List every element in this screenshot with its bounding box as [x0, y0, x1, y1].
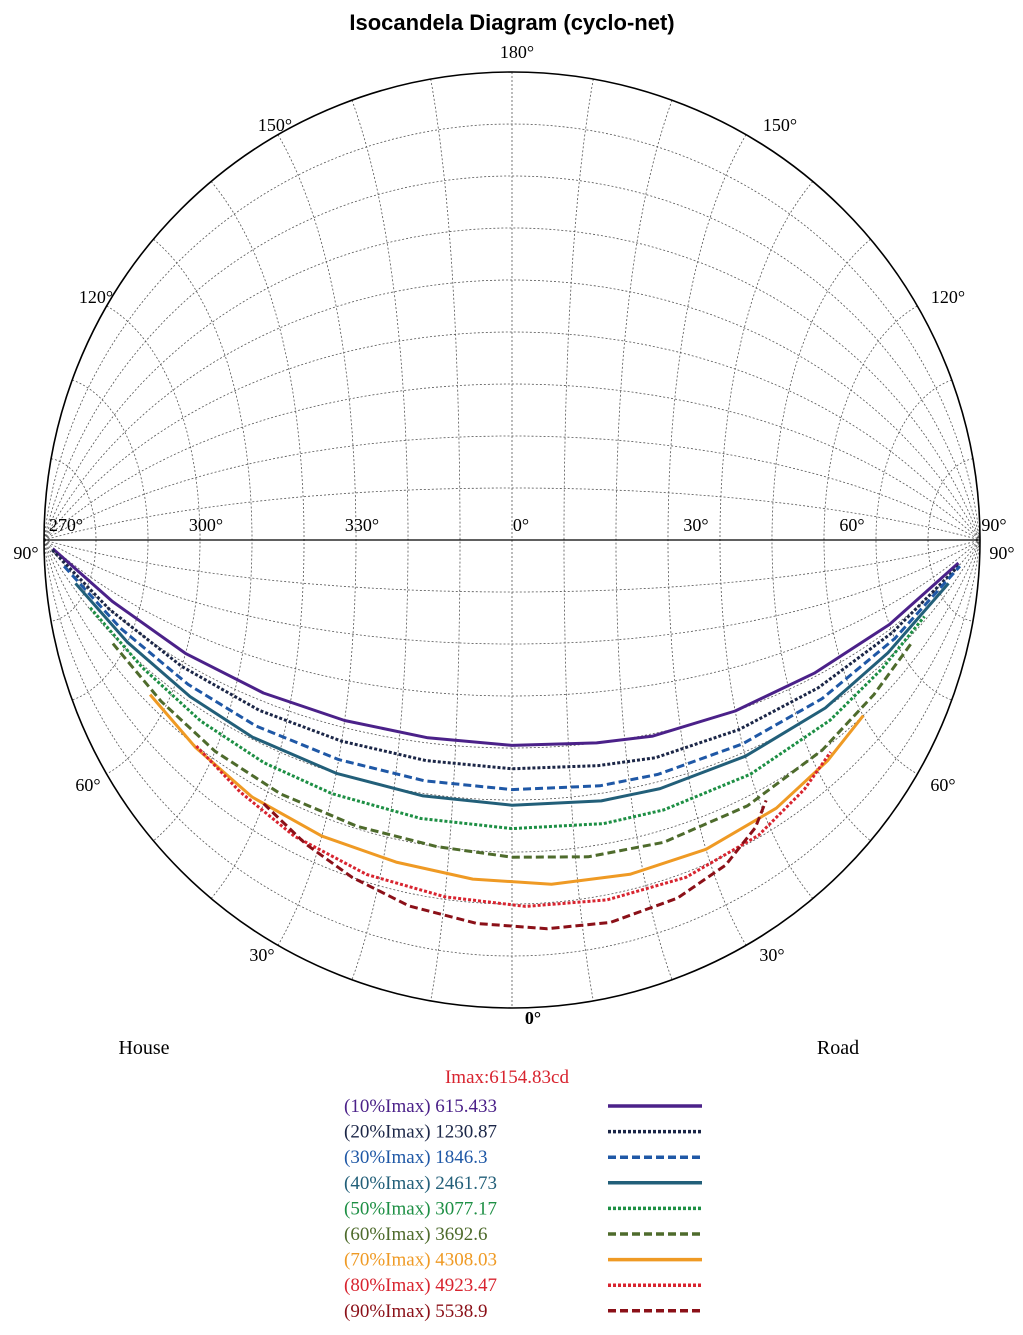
- side-label-right-90: 90°: [989, 543, 1014, 563]
- grid-meridian-line: [430, 79, 461, 1001]
- grid-meridian-line: [927, 458, 973, 622]
- isocandela-curve-80pct: [195, 744, 832, 908]
- bottom-angle-label: 0°: [525, 1008, 541, 1028]
- equator-label-60: 60°: [839, 515, 864, 535]
- side-label-left-90: 90°: [13, 543, 38, 563]
- legend-label: (10%Imax) 615.433: [344, 1096, 497, 1117]
- isocandela-curve-60pct: [111, 642, 913, 859]
- road-label: Road: [817, 1037, 859, 1059]
- isocandela-curve-90pct: [262, 799, 768, 931]
- equator-label-30: 30°: [683, 515, 708, 535]
- legend-label: (20%Imax) 1230.87: [344, 1122, 497, 1143]
- lower-angle-label-right-60: 60°: [930, 775, 955, 795]
- legend-label: (50%Imax) 3077.17: [344, 1198, 497, 1219]
- legend: (10%Imax) 615.433 (20%Imax) 1230.87 (30%Im…: [344, 1096, 702, 1322]
- upper-angle-label-right-120: 120°: [931, 287, 965, 307]
- grid-parallel-line: [43, 539, 981, 801]
- imax-label: Imax:6154.83cd: [445, 1067, 570, 1088]
- isocandela-curve-70pct: [148, 693, 865, 886]
- legend-label: (40%Imax) 2461.73: [344, 1173, 497, 1194]
- grid-parallel-line: [43, 123, 981, 541]
- lower-angle-label-left-30: 30°: [249, 945, 274, 965]
- isocandela-curve-30pct: [62, 565, 962, 792]
- equator-label-270: 270°: [49, 515, 83, 535]
- legend-label: (70%Imax) 4308.03: [344, 1250, 497, 1271]
- chart-title: Isocandela Diagram (cyclo-net): [349, 10, 674, 35]
- equator-label-330: 330°: [345, 515, 379, 535]
- upper-angle-label-right-150: 150°: [763, 115, 797, 135]
- grid-parallel-line: [43, 539, 981, 593]
- legend-label: (60%Imax) 3692.6: [344, 1224, 488, 1245]
- lower-angle-label-left-60: 60°: [75, 775, 100, 795]
- grid-parallel-line: [43, 487, 981, 541]
- grid-parallel-line: [43, 435, 981, 541]
- top-angle-label: 180°: [500, 42, 534, 62]
- grid-parallel-line: [43, 539, 981, 957]
- coordinate-grid: [43, 72, 981, 1008]
- isocandela-curve-20pct: [51, 548, 961, 771]
- isocandela-curve-40pct: [74, 582, 950, 807]
- isocandela-curves: [51, 547, 962, 931]
- grid-parallel-line: [43, 279, 981, 541]
- grid-parallel-line: [43, 227, 981, 541]
- equator-label-300: 300°: [189, 515, 223, 535]
- grid-parallel-line: [43, 539, 981, 905]
- isocandela-curve-50pct: [89, 606, 926, 831]
- equator-label-0: 0°: [513, 515, 529, 535]
- legend-label: (90%Imax) 5538.9: [344, 1301, 488, 1322]
- lower-angle-label-right-30: 30°: [759, 945, 784, 965]
- legend-label: (30%Imax) 1846.3: [344, 1147, 488, 1168]
- legend-label: (80%Imax) 4923.47: [344, 1275, 497, 1296]
- isocandela-curve-10pct: [51, 547, 960, 747]
- upper-angle-label-left-150: 150°: [258, 115, 292, 135]
- grid-parallel-line: [43, 175, 981, 541]
- grid-parallel-line: [43, 383, 981, 541]
- grid-parallel-line: [43, 539, 981, 645]
- upper-angle-label-left-120: 120°: [79, 287, 113, 307]
- equator-label-90: 90°: [981, 515, 1006, 535]
- grid-parallel-line: [43, 539, 981, 697]
- house-label: House: [118, 1037, 169, 1059]
